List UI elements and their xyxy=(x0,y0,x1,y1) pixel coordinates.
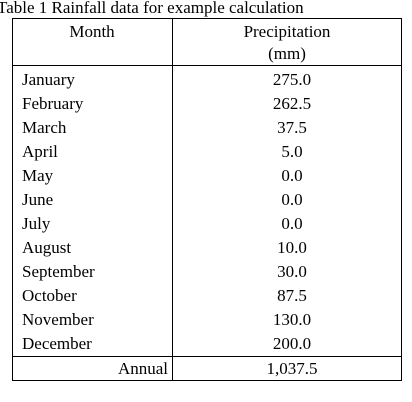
precipitation-cell: 5.0 xyxy=(281,142,303,161)
precipitation-cell: 30.0 xyxy=(277,262,307,281)
precipitation-cell: 87.5 xyxy=(277,286,307,305)
month-cell: November xyxy=(22,310,94,329)
precipitation-cell: 130.0 xyxy=(272,310,312,329)
header-rule xyxy=(12,65,402,66)
month-cell: June xyxy=(22,190,54,209)
footer-rule xyxy=(12,356,402,357)
month-cell: September xyxy=(22,262,95,281)
column-divider xyxy=(172,18,173,381)
month-cell: August xyxy=(22,238,72,257)
header-cell: Month xyxy=(69,22,115,41)
precipitation-cell: 200.0 xyxy=(272,334,312,353)
month-cell: October xyxy=(22,286,77,305)
precipitation-cell: 0.0 xyxy=(281,166,303,185)
precipitation-cell: 0.0 xyxy=(281,214,303,233)
table-title: Table 1 Rainfall data for example calcul… xyxy=(0,0,304,17)
month-cell: July xyxy=(22,214,51,233)
border-top xyxy=(12,18,402,19)
month-cell: May xyxy=(22,166,54,185)
precipitation-cell: 275.0 xyxy=(272,70,312,89)
header-unit: (mm) xyxy=(268,44,306,63)
precipitation-cell: 37.5 xyxy=(277,118,307,137)
precipitation-cell: 0.0 xyxy=(281,190,303,209)
precipitation-cell: 262.5 xyxy=(272,94,312,113)
precipitation-cell: 10.0 xyxy=(277,238,307,257)
month-cell: January xyxy=(22,70,75,89)
header-cell: Precipitation xyxy=(243,22,331,41)
month-cell: February xyxy=(22,94,84,113)
border-bottom xyxy=(12,380,402,381)
month-cell: December xyxy=(22,334,92,353)
footer-value: 1,037.5 xyxy=(266,359,318,378)
month-cell: March xyxy=(22,118,67,137)
footer-label: Annual xyxy=(117,359,168,378)
border-right xyxy=(401,18,402,381)
month-cell: April xyxy=(22,142,58,161)
border-left xyxy=(12,18,13,381)
